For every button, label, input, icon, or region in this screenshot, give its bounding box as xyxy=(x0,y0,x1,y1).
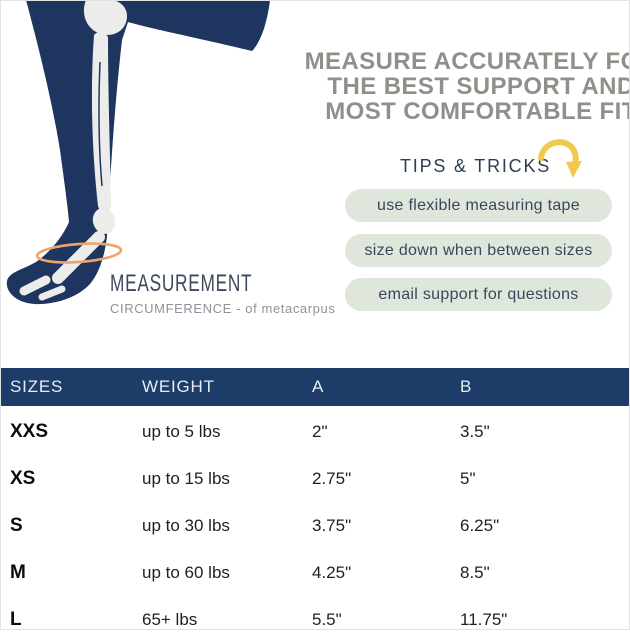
table-header-row: SIZES WEIGHT A B xyxy=(0,368,630,406)
table-row: M up to 60 lbs 4.25" 8.5" xyxy=(0,549,630,596)
table-row: XS up to 15 lbs 2.75" 5" xyxy=(0,455,630,502)
col-header-sizes: SIZES xyxy=(10,377,64,396)
weight-cell: up to 5 lbs xyxy=(142,421,221,441)
b-cell: 8.5" xyxy=(460,562,490,582)
page-title-line-3: MOST COMFORTABLE FIT xyxy=(325,98,630,125)
table-row: S up to 30 lbs 3.75" 6.25" xyxy=(0,502,630,549)
measurement-title: MEASUREMENT xyxy=(110,270,253,297)
col-header-b: B xyxy=(460,377,473,396)
size-cell: XS xyxy=(10,467,36,489)
a-cell: 4.25" xyxy=(312,562,352,582)
leg-bone xyxy=(91,32,111,213)
weight-cell: up to 15 lbs xyxy=(142,468,230,488)
toe-bone xyxy=(19,275,51,296)
measurement-caption: MEASUREMENT CIRCUMFERENCE - of metacarpu… xyxy=(110,270,335,316)
page-title: MEASURE ACCURATELY FOR THE BEST SUPPORT … xyxy=(300,49,630,124)
weight-cell: up to 30 lbs xyxy=(142,515,230,535)
page-title-line-2: THE BEST SUPPORT AND xyxy=(327,73,630,100)
tips-title: TIPS & TRICKS xyxy=(400,156,552,176)
table-body: XXS up to 5 lbs 2" 3.5" XS up to 15 lbs … xyxy=(0,408,630,643)
table-row: XXS up to 5 lbs 2" 3.5" xyxy=(0,408,630,455)
ankle-bone xyxy=(92,208,116,234)
table-row: L 65+ lbs 5.5" 11.75" xyxy=(0,596,630,643)
measurement-ring xyxy=(35,242,123,264)
b-cell: 6.25" xyxy=(460,515,500,535)
col-header-weight: WEIGHT xyxy=(142,377,215,396)
weight-cell: up to 60 lbs xyxy=(142,562,230,582)
col-header-a: A xyxy=(312,377,325,396)
tip-pill-size-down[interactable]: size down when between sizes xyxy=(345,234,612,267)
tip-pill-measuring-tape[interactable]: use flexible measuring tape xyxy=(345,189,612,222)
curved-arrow-down-icon xyxy=(538,139,582,178)
b-cell: 11.75" xyxy=(460,609,508,629)
dog-leg-illustration xyxy=(6,0,270,305)
tip-pill-email-support[interactable]: email support for questions xyxy=(345,278,612,311)
knee-bone xyxy=(83,0,127,36)
a-cell: 2" xyxy=(312,421,328,441)
size-cell: XXS xyxy=(10,420,49,442)
page-title-line-1: MEASURE ACCURATELY FOR xyxy=(304,48,630,75)
size-cell: M xyxy=(10,561,26,583)
measurement-subtitle: CIRCUMFERENCE - of metacarpus xyxy=(110,301,336,316)
a-cell: 5.5" xyxy=(312,609,342,629)
a-cell: 3.75" xyxy=(312,515,352,535)
size-table: SIZES WEIGHT A B XXS up to 5 lbs 2" 3.5"… xyxy=(0,368,630,643)
b-cell: 5" xyxy=(460,468,476,488)
bone-split-line xyxy=(98,61,103,187)
weight-cell: 65+ lbs xyxy=(142,609,198,629)
size-cell: S xyxy=(10,514,23,536)
dog-silhouette xyxy=(6,0,270,305)
size-cell: L xyxy=(10,608,22,630)
a-cell: 2.75" xyxy=(312,468,352,488)
b-cell: 3.5" xyxy=(460,421,490,441)
toe-bone xyxy=(38,285,66,301)
